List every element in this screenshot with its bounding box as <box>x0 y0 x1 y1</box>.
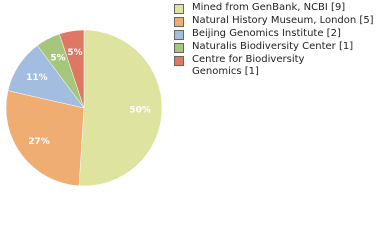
slice-label: 11% <box>26 73 48 83</box>
pie-chart: 50%27%11%5%5% <box>5 29 163 187</box>
legend-item: Mined from GenBank, NCBI [9] <box>174 2 374 14</box>
pie-slice <box>78 29 163 187</box>
legend-label: Mined from GenBank, NCBI [9] <box>192 2 346 13</box>
legend-label: Centre for Biodiversity Genomics [1] <box>192 54 305 77</box>
legend-swatch <box>174 30 184 40</box>
legend-label: Beijing Genomics Institute [2] <box>192 28 341 39</box>
legend-swatch <box>174 4 184 14</box>
slice-label: 5% <box>50 54 65 64</box>
slice-label: 50% <box>129 105 151 115</box>
pie-slice <box>59 29 85 109</box>
legend-item: Beijing Genomics Institute [2] <box>174 28 374 40</box>
legend-item: Naturalis Biodiversity Center [1] <box>174 41 374 53</box>
legend: Mined from GenBank, NCBI [9] Natural Hist… <box>174 2 374 79</box>
legend-label: Naturalis Biodiversity Center [1] <box>192 41 354 52</box>
legend-swatch <box>174 56 184 66</box>
slice-label: 27% <box>28 137 50 147</box>
pie-slice <box>5 90 85 187</box>
legend-item: Centre for Biodiversity Genomics [1] <box>174 54 342 78</box>
legend-label: Natural History Museum, London [5] <box>192 15 374 26</box>
legend-swatch <box>174 17 184 27</box>
legend-item: Natural History Museum, London [5] <box>174 15 374 27</box>
legend-swatch <box>174 43 184 53</box>
slice-label: 5% <box>67 48 82 58</box>
